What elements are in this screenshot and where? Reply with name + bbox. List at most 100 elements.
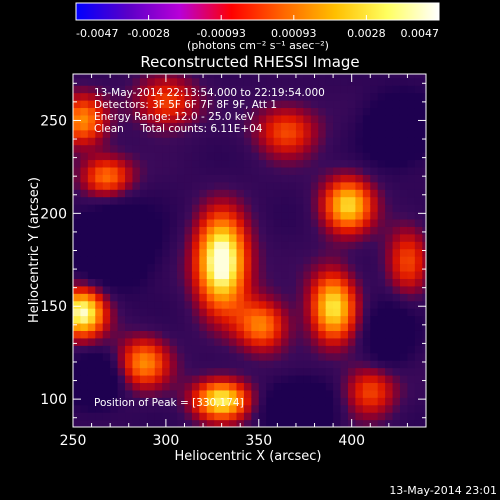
heatmap-cell (273, 189, 282, 198)
heatmap-cell (422, 181, 426, 190)
heatmap-cell (251, 189, 260, 198)
heatmap-cell (295, 360, 304, 369)
heatmap-cell (385, 204, 394, 213)
heatmap-cell (399, 419, 409, 427)
heatmap-cell (295, 352, 304, 361)
heatmap-cell (325, 322, 334, 331)
heatmap-cell (266, 256, 275, 265)
heatmap-cell (110, 129, 119, 138)
heatmap-cell (87, 270, 96, 279)
heatmap-cell (340, 330, 349, 339)
colorbar-tick-label: 0.0047 (401, 27, 440, 40)
heatmap-cell (169, 137, 178, 146)
heatmap-cell (102, 278, 111, 287)
heatmap-cell (229, 263, 238, 272)
heatmap-cell (385, 308, 394, 317)
heatmap-cell (355, 137, 364, 146)
heatmap-cell (295, 330, 304, 339)
heatmap-cell (414, 174, 423, 183)
heatmap-cell (281, 166, 290, 175)
heatmap-cell (206, 419, 215, 427)
heatmap-cell (177, 389, 186, 398)
heatmap-cell (399, 166, 409, 175)
heatmap-cell (110, 412, 119, 421)
heatmap-cell (199, 404, 208, 413)
heatmap-cell (184, 278, 193, 287)
heatmap-cell (125, 270, 134, 279)
heatmap-cell (333, 322, 342, 331)
heatmap-cell (154, 181, 163, 190)
heatmap-cell (177, 166, 186, 175)
heatmap-cell (214, 345, 223, 354)
heatmap-cell (95, 129, 104, 138)
heatmap-cell (318, 345, 327, 354)
heatmap-cell (407, 285, 416, 294)
heatmap-cell (132, 241, 141, 250)
heatmap-cell (310, 263, 319, 272)
heatmap-cell (177, 159, 186, 168)
heatmap-cell (303, 166, 312, 175)
heatmap-cell (281, 226, 290, 235)
heatmap-cell (362, 74, 371, 79)
heatmap-cell (377, 308, 386, 317)
heatmap-cell (236, 367, 245, 376)
heatmap-cell (73, 77, 82, 86)
heatmap-cell (377, 107, 386, 116)
heatmap-cell (303, 137, 312, 146)
heatmap-cell (191, 322, 200, 331)
heatmap-cell (73, 300, 82, 309)
heatmap-cell (355, 285, 364, 294)
heatmap-cell (288, 137, 297, 146)
heatmap-cell (303, 256, 312, 265)
heatmap-cell (266, 360, 275, 369)
heatmap-cell (355, 308, 364, 317)
heatmap-cell (110, 315, 119, 324)
heatmap-cell (191, 308, 200, 317)
heatmap-cell (199, 256, 208, 265)
heatmap-cell (362, 77, 371, 86)
heatmap-cell (266, 382, 275, 391)
heatmap-cell (325, 360, 334, 369)
heatmap-cell (251, 107, 260, 116)
heatmap-cell (221, 285, 230, 294)
heatmap-cell (266, 315, 275, 324)
heatmap-cell (288, 107, 297, 116)
heatmap-cell (422, 85, 426, 94)
heatmap-cell (206, 159, 215, 168)
heatmap-cell (295, 196, 304, 205)
heatmap-cell (221, 211, 230, 220)
heatmap-cell (221, 189, 230, 198)
heatmap-cell (147, 166, 156, 175)
heatmap-cell (258, 352, 267, 361)
heatmap-cell (295, 189, 304, 198)
heatmap-cell (243, 137, 252, 146)
heatmap-cell (206, 144, 215, 153)
heatmap-cell (414, 419, 423, 427)
heatmap-cell (392, 322, 401, 331)
heatmap-cell (162, 337, 171, 346)
heatmap-cell (139, 360, 148, 369)
heatmap-cell (251, 159, 260, 168)
heatmap-cell (266, 412, 275, 421)
heatmap-cell (221, 352, 230, 361)
heatmap-cell (184, 144, 193, 153)
heatmap-cell (414, 352, 423, 361)
heatmap-cell (162, 129, 171, 138)
heatmap-cell (385, 107, 394, 116)
heatmap-cell (102, 114, 111, 123)
heatmap-cell (147, 322, 156, 331)
heatmap-cell (102, 85, 111, 94)
heatmap-cell (139, 278, 148, 287)
heatmap-cell (310, 374, 319, 384)
colorbar-tick-label: -0.00093 (196, 27, 245, 40)
heatmap-cell (125, 166, 134, 175)
heatmap-cell (318, 374, 327, 384)
heatmap-cell (236, 174, 245, 183)
heatmap-cell (95, 374, 104, 384)
heatmap-cell (139, 85, 148, 94)
heatmap-cell (80, 345, 89, 354)
heatmap-cell (199, 382, 208, 391)
heatmap-cell (229, 241, 238, 250)
heatmap-cell (303, 122, 312, 131)
heatmap-cell (73, 107, 82, 116)
